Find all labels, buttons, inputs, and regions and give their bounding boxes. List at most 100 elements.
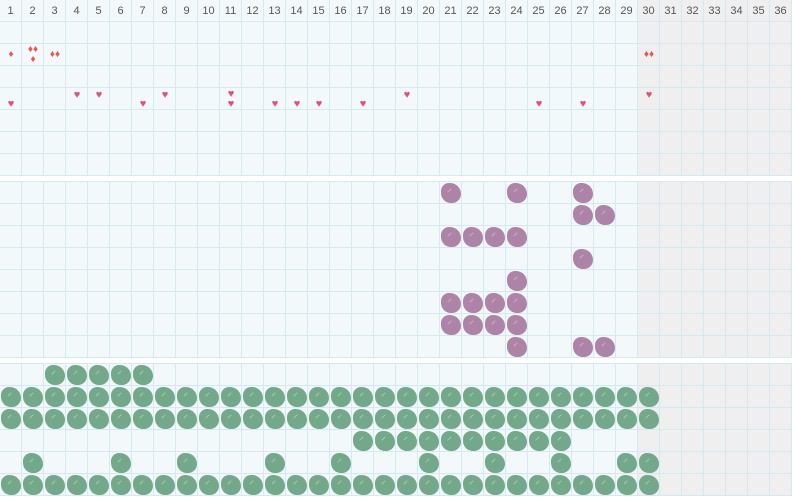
day-cell[interactable]: [132, 44, 154, 66]
day-cell[interactable]: [616, 474, 638, 496]
day-cell[interactable]: [132, 182, 154, 204]
day-cell[interactable]: [132, 474, 154, 496]
day-cell[interactable]: [154, 44, 176, 66]
day-cell[interactable]: [506, 292, 528, 314]
day-cell[interactable]: [308, 22, 330, 44]
day-cell[interactable]: [352, 110, 374, 132]
day-cell[interactable]: [528, 364, 550, 386]
day-cell[interactable]: [132, 110, 154, 132]
day-cell[interactable]: [396, 132, 418, 154]
day-cell[interactable]: [704, 364, 726, 386]
day-cell[interactable]: [374, 182, 396, 204]
day-cell[interactable]: [660, 248, 682, 270]
day-cell[interactable]: [572, 386, 594, 408]
day-cell[interactable]: [704, 88, 726, 110]
day-cell[interactable]: [0, 22, 22, 44]
day-cell[interactable]: [220, 110, 242, 132]
day-cell[interactable]: [462, 292, 484, 314]
day-cell[interactable]: [616, 154, 638, 176]
day-cell[interactable]: [550, 474, 572, 496]
day-cell[interactable]: [484, 452, 506, 474]
day-cell[interactable]: [484, 314, 506, 336]
day-cell[interactable]: [88, 314, 110, 336]
day-cell[interactable]: [660, 408, 682, 430]
day-cell[interactable]: [0, 248, 22, 270]
day-cell[interactable]: [22, 314, 44, 336]
day-cell[interactable]: [748, 248, 770, 270]
day-cell[interactable]: [154, 386, 176, 408]
day-cell[interactable]: [242, 226, 264, 248]
day-cell[interactable]: [418, 292, 440, 314]
day-cell[interactable]: [638, 226, 660, 248]
day-cell[interactable]: [638, 22, 660, 44]
day-cell[interactable]: [110, 452, 132, 474]
day-cell[interactable]: [594, 44, 616, 66]
day-cell[interactable]: [154, 22, 176, 44]
day-cell[interactable]: [264, 182, 286, 204]
day-cell[interactable]: [330, 88, 352, 110]
day-cell[interactable]: [88, 182, 110, 204]
day-cell[interactable]: [110, 430, 132, 452]
day-cell[interactable]: [198, 474, 220, 496]
day-cell[interactable]: [418, 204, 440, 226]
day-cell[interactable]: [616, 386, 638, 408]
day-cell[interactable]: [66, 154, 88, 176]
day-cell[interactable]: [682, 132, 704, 154]
day-cell[interactable]: [242, 88, 264, 110]
day-cell[interactable]: [330, 226, 352, 248]
day-cell[interactable]: [198, 22, 220, 44]
day-cell[interactable]: [550, 386, 572, 408]
day-cell[interactable]: [462, 270, 484, 292]
day-cell[interactable]: [352, 44, 374, 66]
day-cell[interactable]: [484, 204, 506, 226]
day-cell[interactable]: [440, 204, 462, 226]
day-cell[interactable]: [440, 270, 462, 292]
day-cell[interactable]: [330, 22, 352, 44]
day-cell[interactable]: [22, 292, 44, 314]
day-cell[interactable]: ♥: [638, 88, 660, 110]
day-cell[interactable]: [176, 474, 198, 496]
day-cell[interactable]: [682, 270, 704, 292]
day-cell[interactable]: [330, 110, 352, 132]
day-cell[interactable]: [704, 110, 726, 132]
day-cell[interactable]: [440, 364, 462, 386]
day-cell[interactable]: [748, 132, 770, 154]
day-cell[interactable]: [396, 386, 418, 408]
day-cell[interactable]: [264, 336, 286, 358]
day-cell[interactable]: [594, 364, 616, 386]
day-cell[interactable]: [352, 66, 374, 88]
day-cell[interactable]: [572, 364, 594, 386]
day-cell[interactable]: [22, 386, 44, 408]
day-cell[interactable]: [704, 66, 726, 88]
day-cell[interactable]: [418, 248, 440, 270]
day-cell[interactable]: [330, 154, 352, 176]
day-cell[interactable]: [352, 430, 374, 452]
day-cell[interactable]: [374, 336, 396, 358]
day-cell[interactable]: [88, 292, 110, 314]
day-cell[interactable]: [132, 336, 154, 358]
day-cell[interactable]: [572, 182, 594, 204]
day-cell[interactable]: [374, 204, 396, 226]
day-cell[interactable]: [66, 132, 88, 154]
day-cell[interactable]: [660, 292, 682, 314]
day-cell[interactable]: [638, 110, 660, 132]
day-cell[interactable]: [550, 314, 572, 336]
day-cell[interactable]: [682, 364, 704, 386]
day-cell[interactable]: [374, 292, 396, 314]
day-cell[interactable]: [352, 226, 374, 248]
day-cell[interactable]: [44, 336, 66, 358]
day-cell[interactable]: [374, 22, 396, 44]
day-cell[interactable]: [330, 66, 352, 88]
day-cell[interactable]: [22, 132, 44, 154]
day-cell[interactable]: ♥: [352, 88, 374, 110]
day-cell[interactable]: [660, 336, 682, 358]
day-cell[interactable]: [748, 226, 770, 248]
day-cell[interactable]: [0, 452, 22, 474]
day-cell[interactable]: [132, 270, 154, 292]
day-cell[interactable]: [66, 204, 88, 226]
day-cell[interactable]: [594, 430, 616, 452]
day-cell[interactable]: [44, 270, 66, 292]
day-cell[interactable]: [704, 292, 726, 314]
day-cell[interactable]: [22, 88, 44, 110]
day-cell[interactable]: [506, 270, 528, 292]
